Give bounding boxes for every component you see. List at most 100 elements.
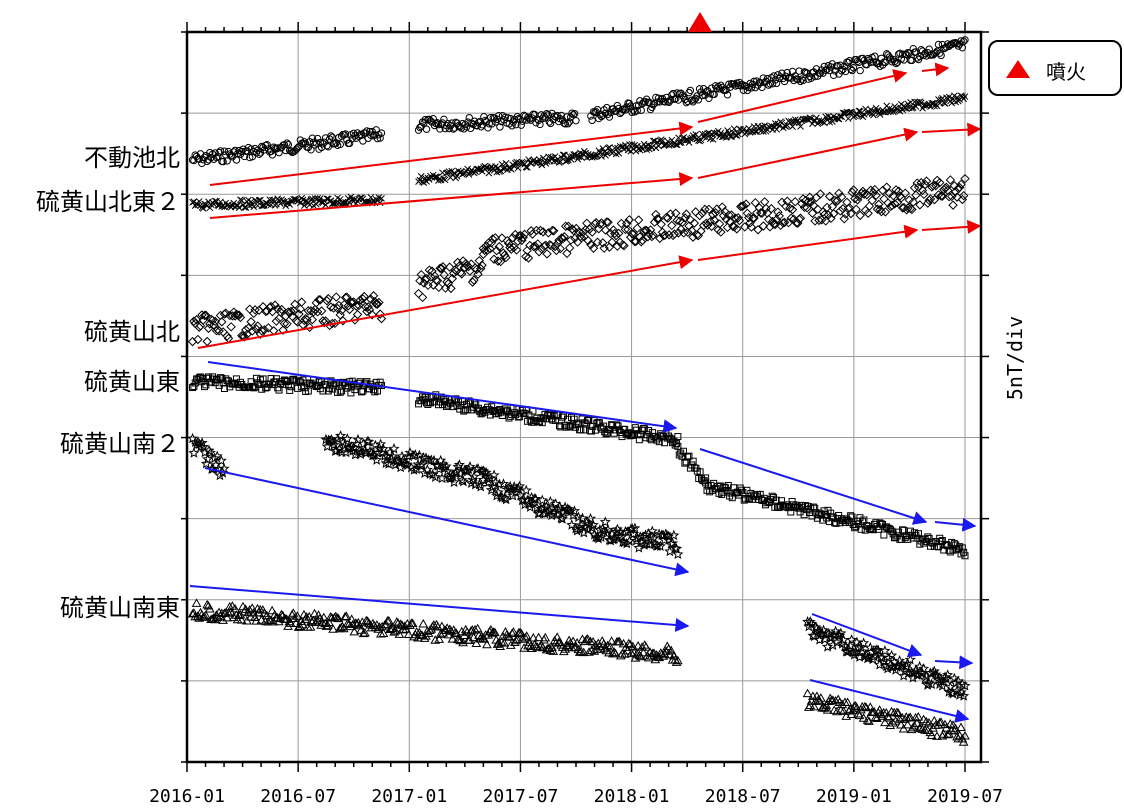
point-triangle — [222, 612, 232, 622]
point-diamond — [802, 203, 812, 213]
point-diamond — [783, 217, 794, 228]
point-diamond — [344, 304, 355, 315]
point-circle — [694, 96, 702, 104]
point-square — [635, 436, 643, 444]
point-diamond — [847, 187, 857, 198]
point-square — [702, 474, 710, 482]
point-diamond — [746, 222, 757, 232]
point-diamond — [342, 292, 352, 302]
point-diamond — [730, 213, 741, 223]
point-star — [371, 454, 383, 465]
point-triangle — [860, 701, 870, 711]
point-triangle — [576, 646, 586, 655]
point-circle — [799, 76, 807, 85]
point-diamond — [891, 185, 901, 195]
point-cross — [838, 113, 846, 120]
point-diamond — [679, 228, 689, 238]
point-circle — [686, 86, 695, 95]
point-diamond — [726, 210, 737, 220]
point-triangle — [836, 705, 846, 714]
point-square — [484, 403, 492, 411]
point-square — [275, 386, 283, 394]
point-circle — [828, 60, 837, 68]
point-diamond — [740, 222, 750, 232]
point-cross — [217, 198, 224, 206]
point-diamond — [690, 207, 701, 217]
point-triangle — [296, 616, 307, 625]
x-tick-label: 2016-07 — [260, 786, 336, 807]
point-cross — [615, 149, 623, 157]
point-diamond — [839, 214, 849, 224]
point-triangle — [606, 636, 617, 645]
point-triangle — [581, 634, 592, 644]
point-diamond — [574, 227, 584, 237]
point-triangle — [328, 624, 338, 633]
point-star — [514, 480, 526, 492]
point-square — [820, 507, 828, 515]
point-triangle — [395, 619, 406, 628]
point-circle — [612, 107, 620, 115]
point-circle — [695, 85, 704, 93]
point-triangle — [508, 627, 519, 636]
point-diamond — [518, 232, 528, 243]
point-diamond — [338, 316, 348, 326]
trend-arrow-red — [697, 224, 919, 261]
point-star — [188, 447, 200, 458]
point-square — [775, 504, 783, 512]
point-triangle — [578, 647, 589, 657]
point-diamond — [875, 204, 885, 215]
point-cross — [935, 96, 942, 103]
point-diamond — [278, 325, 288, 335]
trend-arrow-blue — [189, 585, 690, 632]
point-cross — [703, 134, 710, 141]
point-diamond — [226, 322, 236, 332]
point-square — [556, 422, 564, 430]
point-triangle — [377, 621, 388, 631]
point-diamond — [428, 280, 439, 290]
point-star — [335, 430, 347, 441]
point-circle — [545, 118, 554, 126]
point-cross — [378, 194, 385, 202]
point-cross — [493, 168, 501, 176]
point-circle — [605, 113, 614, 121]
point-square — [898, 526, 906, 534]
point-circle — [517, 121, 525, 129]
point-star — [441, 465, 453, 477]
point-triangle — [505, 640, 516, 649]
point-diamond — [450, 265, 460, 275]
point-square — [526, 416, 534, 424]
point-diamond — [566, 235, 576, 245]
point-triangle — [497, 631, 508, 640]
point-square — [674, 433, 682, 441]
point-star — [473, 478, 485, 490]
point-circle — [557, 111, 566, 120]
point-triangle — [586, 645, 597, 654]
point-star — [886, 649, 898, 661]
point-triangle — [200, 610, 211, 619]
point-square — [872, 519, 880, 527]
point-star — [543, 504, 555, 516]
point-diamond — [660, 230, 670, 240]
point-triangle — [436, 621, 447, 631]
point-diamond — [954, 182, 965, 193]
point-diamond — [929, 194, 940, 205]
point-diamond — [194, 322, 204, 332]
point-diamond — [842, 197, 852, 207]
point-triangle — [890, 716, 901, 725]
point-star — [642, 527, 654, 539]
point-diamond — [359, 291, 369, 302]
point-star — [524, 501, 536, 512]
point-circle — [255, 150, 263, 159]
point-cross — [432, 173, 440, 181]
point-diamond — [307, 314, 318, 325]
point-triangle — [336, 622, 346, 632]
point-square — [538, 419, 546, 427]
point-square — [906, 527, 914, 535]
point-diamond — [583, 235, 593, 246]
point-circle — [564, 120, 572, 128]
point-triangle — [932, 731, 942, 740]
point-cross — [307, 196, 315, 203]
point-circle — [710, 90, 718, 99]
point-diamond — [884, 188, 895, 199]
point-square — [344, 382, 352, 390]
